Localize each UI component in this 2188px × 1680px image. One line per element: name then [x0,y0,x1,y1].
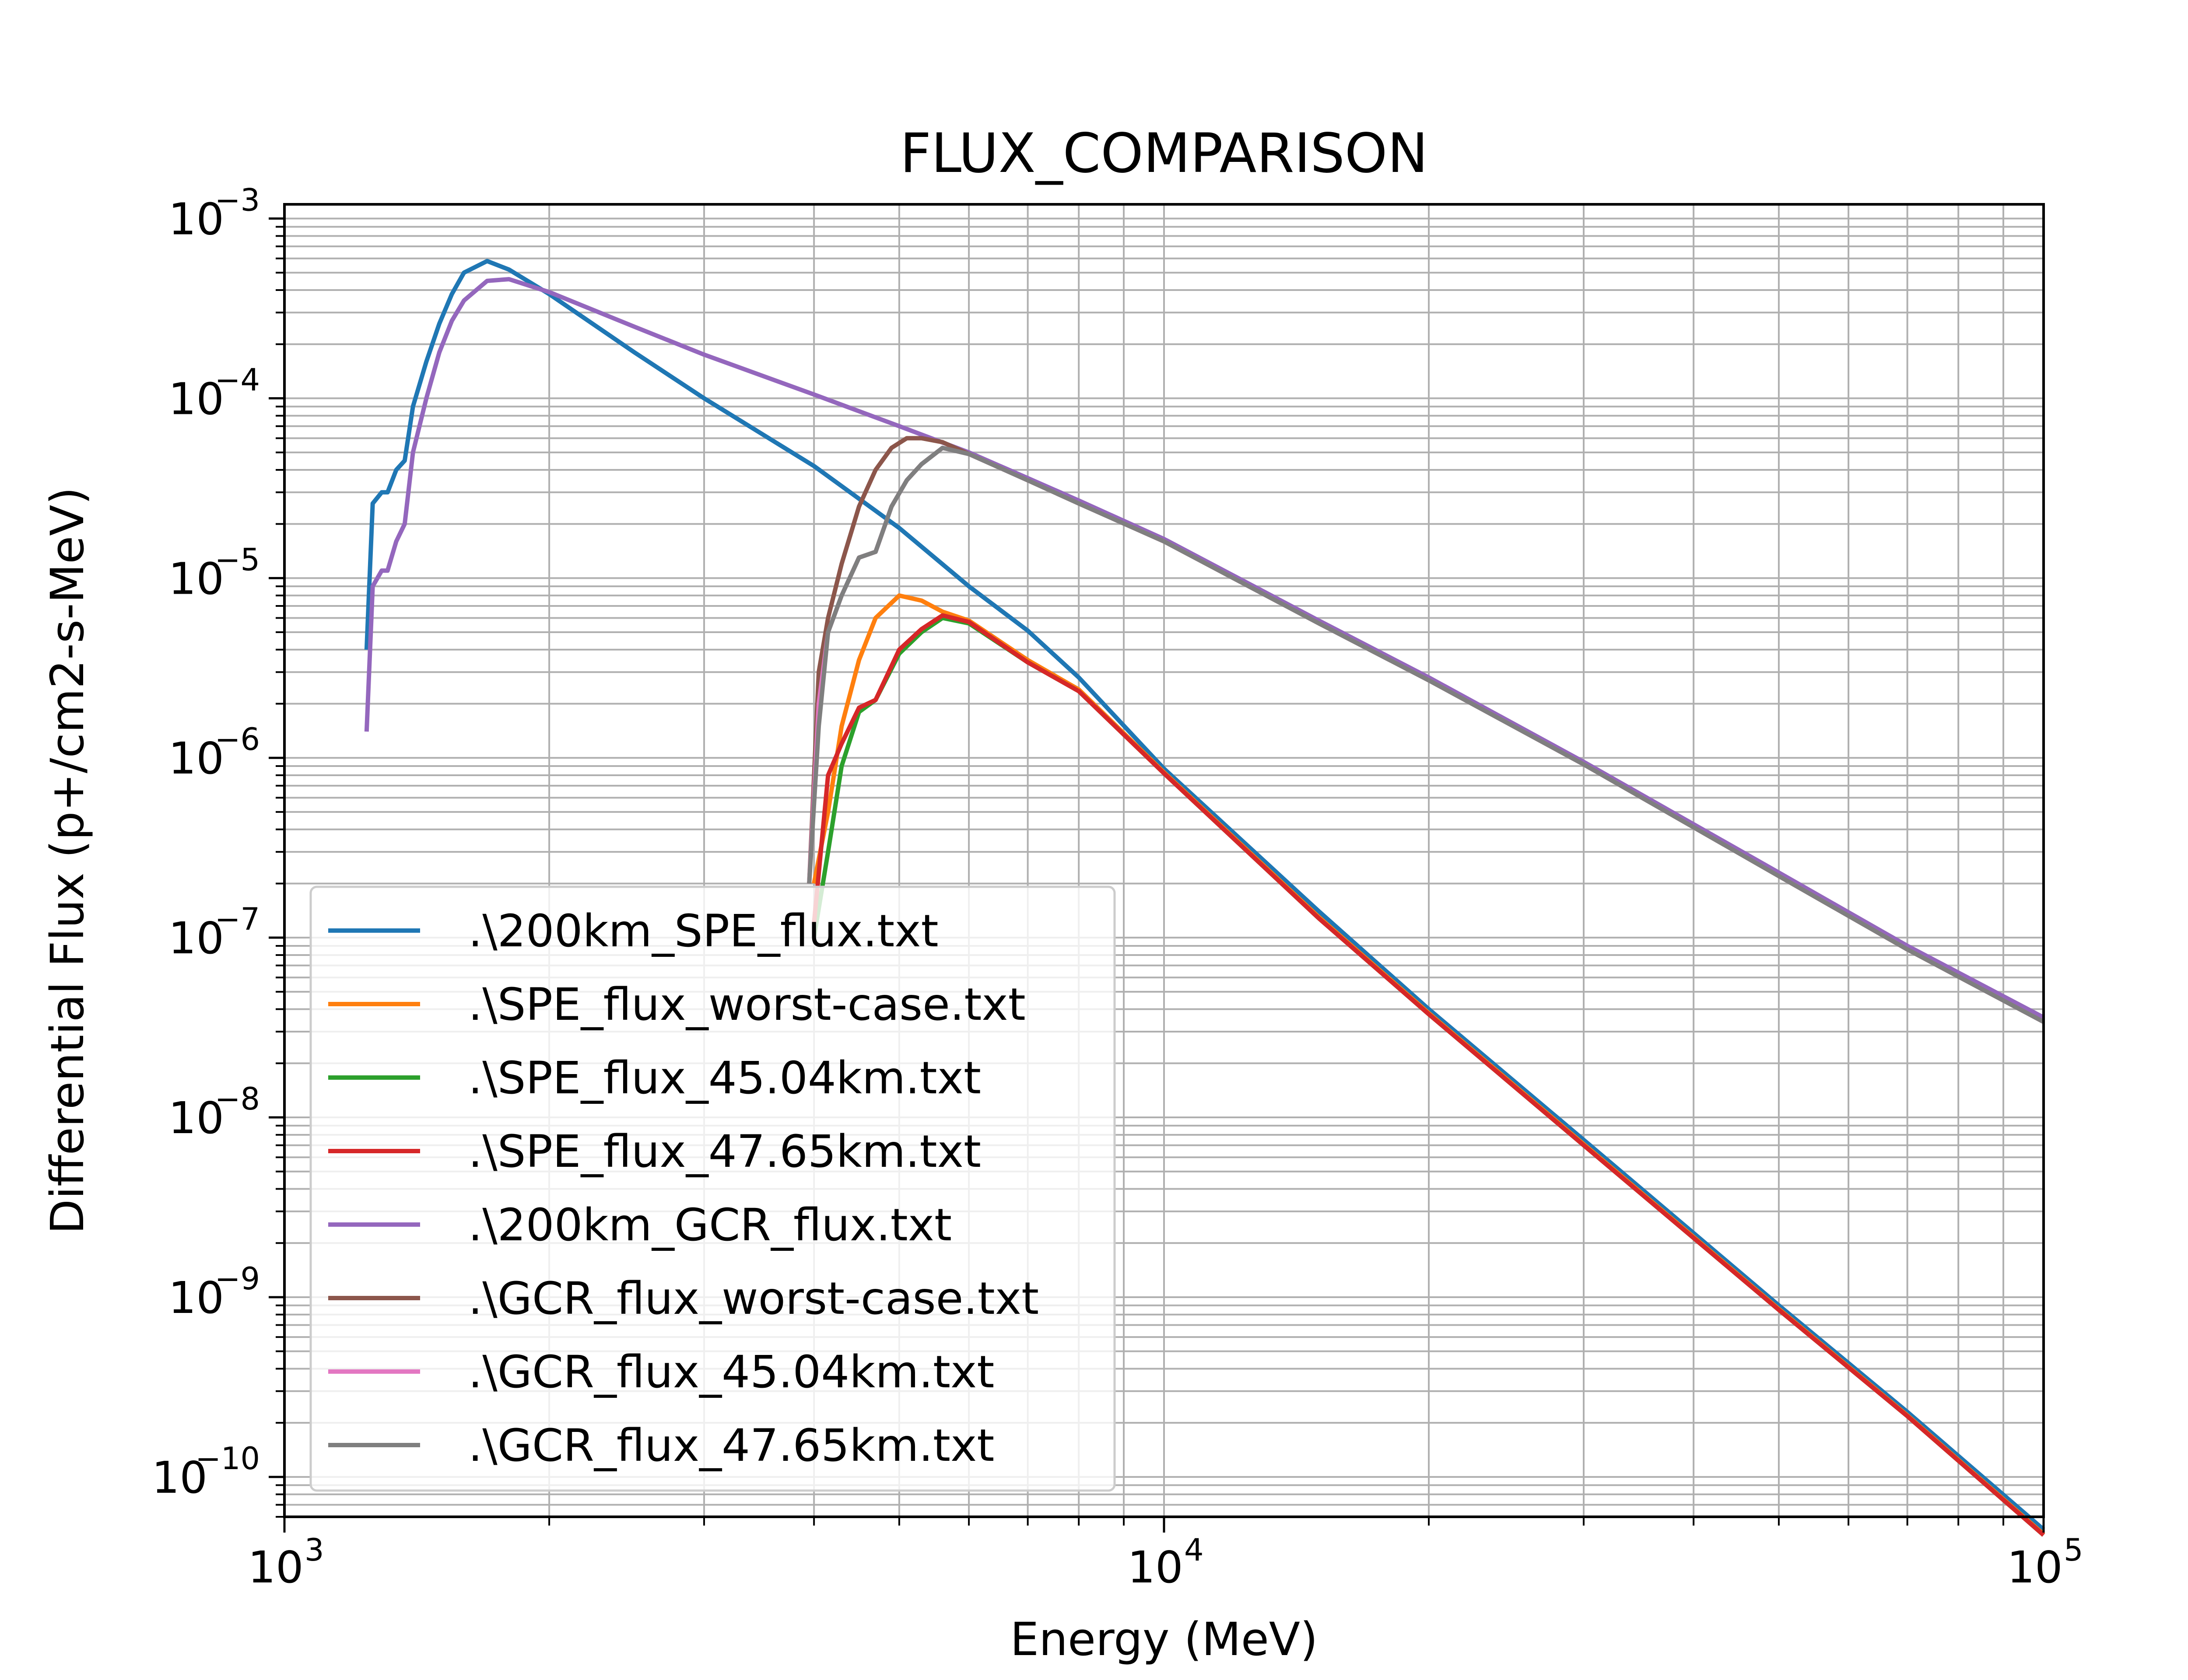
x-tick-exponent: 4 [1184,1532,1204,1568]
y-tick-exponent: −6 [215,721,260,757]
y-tick-label: 10 [168,1272,224,1323]
x-tick-label: 10 [1127,1542,1183,1593]
grid [284,204,2044,1518]
legend-label-5: .\200km_GCR_flux.txt [468,1199,952,1251]
x-tick-exponent: 5 [2064,1532,2083,1568]
legend: .\200km_SPE_flux.txt .\SPE_flux_worst-cas… [309,886,1116,1492]
y-axis-label: Differential Flux (p+/cm2-s-MeV) [41,487,94,1234]
x-axis-label: Energy (MeV) [1010,1613,1318,1666]
y-tick-exponent: −3 [215,182,260,218]
y-tick-exponent: −4 [215,362,260,398]
series-line-1 [364,259,2045,1531]
y-tick-label: 10 [168,733,224,784]
series-line-5 [364,277,2045,1019]
legend-label-3: .\SPE_flux_45.04km.txt [468,1052,981,1104]
legend-label-7: .\GCR_flux_45.04km.txt [468,1346,994,1398]
y-tick-exponent: −10 [195,1441,260,1477]
legend-label-4: .\SPE_flux_47.65km.txt [468,1126,981,1178]
x-tick-label: 10 [2007,1542,2062,1593]
y-tick-label: 10 [168,913,224,964]
y-tick-label: 10 [168,373,224,424]
series-lines [364,259,2045,1537]
legend-label-8: .\GCR_flux_47.65km.txt [468,1420,994,1472]
series-line-4 [812,613,2045,1537]
y-tick-exponent: −5 [215,542,260,578]
y-tick-label: 10 [168,1092,224,1144]
axis-ticks: 10 3 10 4 10 5−1010−910−810−710−610−510−410−3… [152,182,2083,1593]
y-tick-label: 10 [168,553,224,604]
y-tick-exponent: −7 [215,901,260,937]
legend-label-6: .\GCR_flux_worst-case.txt [468,1273,1039,1325]
x-tick-exponent: 3 [305,1532,324,1568]
chart-title: FLUX_COMPARISON [900,122,1428,185]
y-tick-exponent: −8 [215,1081,260,1117]
x-tick-label: 10 [248,1542,303,1593]
legend-box [309,886,1116,1492]
legend-label-1: .\200km_SPE_flux.txt [468,905,939,957]
y-tick-label: 10 [168,194,224,245]
y-tick-exponent: −9 [215,1261,260,1297]
series-line-8 [807,445,2045,1024]
y-tick-label: 10 [152,1452,207,1503]
legend-label-2: .\SPE_flux_worst-case.txt [468,979,1026,1031]
